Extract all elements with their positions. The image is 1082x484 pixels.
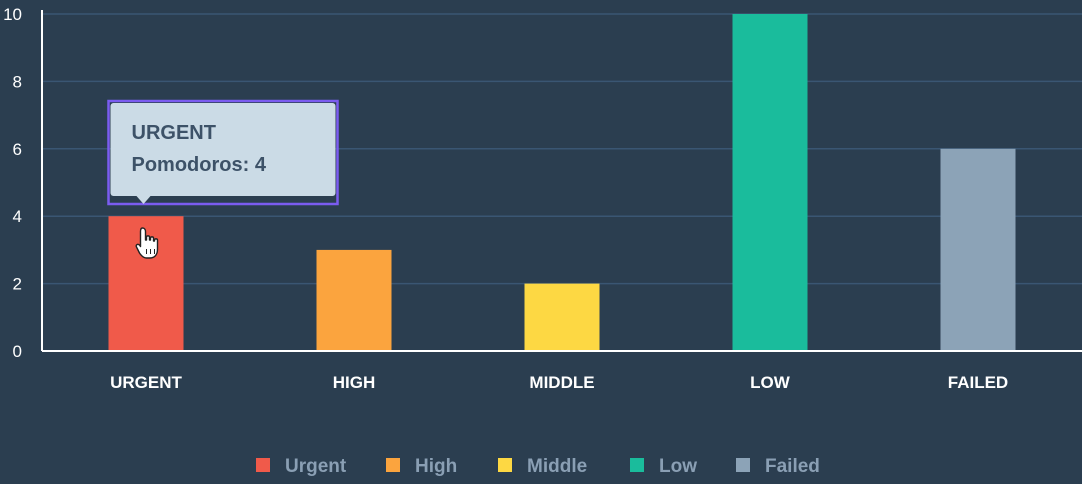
y-tick-label: 8 [13,72,22,91]
legend-label: Middle [527,456,587,477]
x-tick-label: URGENT [110,373,182,392]
legend-swatch [498,458,512,472]
tooltip-box [110,103,336,196]
x-tick-label: LOW [750,373,791,392]
legend-item-high[interactable]: High [386,456,457,477]
axes [41,10,1082,352]
bar-middle[interactable] [524,283,600,351]
y-tick-label: 4 [13,207,22,226]
y-axis-ticks: 0 2 4 6 8 10 [3,5,22,361]
legend-label: Urgent [285,456,347,477]
legend-item-failed[interactable]: Failed [736,456,820,477]
bar-low[interactable] [732,14,808,351]
tooltip-highlight-border [107,99,339,206]
legend-swatch [736,458,750,472]
tooltip-arrow [136,196,151,204]
bar-failed[interactable] [940,148,1016,351]
y-tick-label: 0 [13,342,22,361]
y-tick-label: 10 [3,5,22,24]
legend-swatch [386,458,400,472]
legend-item-middle[interactable]: Middle [498,456,587,477]
hand-pointer-icon [135,227,159,259]
x-tick-label: MIDDLE [529,373,594,392]
legend-item-low[interactable]: Low [630,456,697,477]
legend-label: Low [659,456,697,477]
y-tick-label: 2 [13,275,22,294]
x-axis-ticks: URGENT HIGH MIDDLE LOW FAILED [110,373,1008,392]
hand-pointer-shape [135,227,159,259]
legend-swatch [256,458,270,472]
x-tick-label: HIGH [333,373,376,392]
bars [108,14,1016,351]
legend-label: High [415,456,457,477]
tooltip-value: Pomodoros: 4 [132,154,267,176]
tooltip: URGENT Pomodoros: 4 [107,99,339,206]
x-tick-label: FAILED [948,373,1008,392]
legend-label: Failed [765,456,820,477]
legend: Urgent High Middle Low Failed [256,456,820,477]
tooltip-title: URGENT [132,122,216,144]
bar-high[interactable] [316,249,392,351]
legend-item-urgent[interactable]: Urgent [256,456,347,477]
y-tick-label: 6 [13,140,22,159]
legend-swatch [630,458,644,472]
